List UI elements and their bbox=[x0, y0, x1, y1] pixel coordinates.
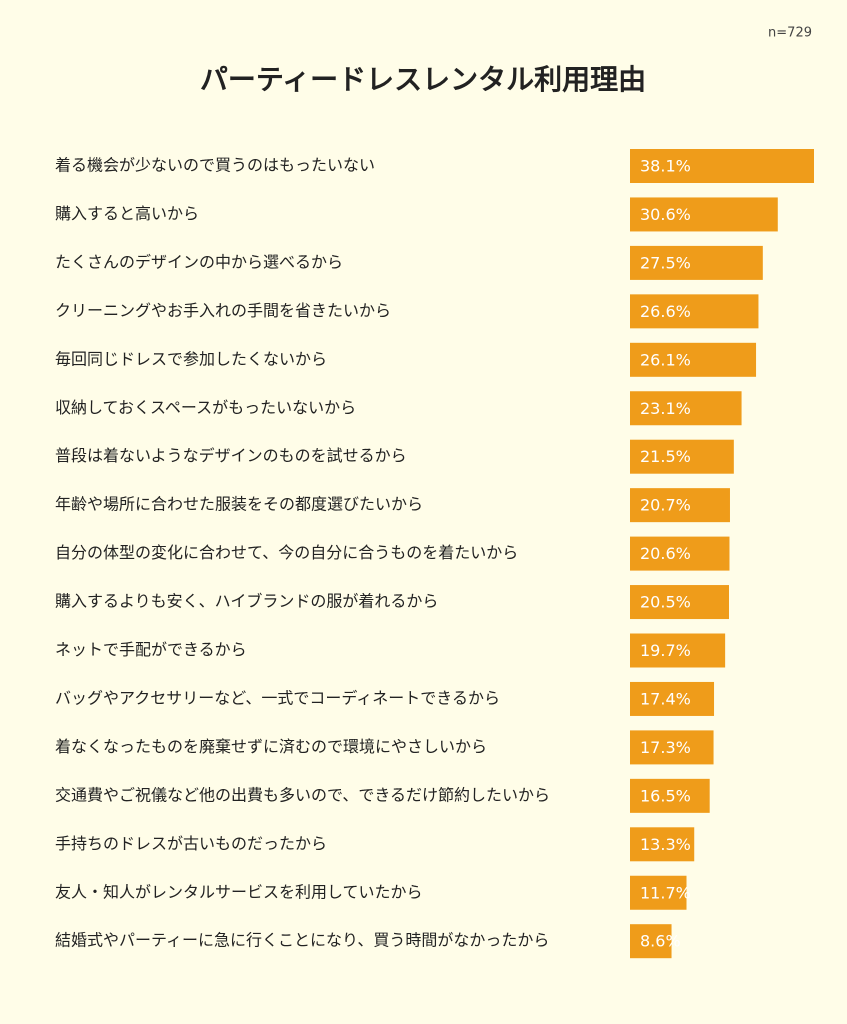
value-label: 8.6% bbox=[640, 932, 681, 951]
category-label: ネットで手配ができるから bbox=[55, 640, 247, 659]
value-label: 30.6% bbox=[640, 205, 691, 224]
value-label: 23.1% bbox=[640, 399, 691, 418]
value-label: 26.1% bbox=[640, 350, 691, 369]
category-label: 交通費やご祝儀など他の出費も多いので、できるだけ節約したいから bbox=[55, 785, 550, 804]
value-label: 27.5% bbox=[640, 253, 691, 272]
bar bbox=[630, 294, 759, 329]
bar bbox=[630, 391, 742, 426]
bar bbox=[630, 536, 730, 571]
value-label: 20.5% bbox=[640, 593, 691, 612]
value-label: 11.7% bbox=[640, 883, 691, 902]
chart-title: パーティードレスレンタル利用理由 bbox=[200, 63, 646, 96]
category-label: 手持ちのドレスが古いものだったから bbox=[55, 834, 327, 853]
bar bbox=[630, 342, 757, 377]
bar bbox=[630, 633, 726, 668]
bar bbox=[630, 875, 687, 910]
value-label: 13.3% bbox=[640, 835, 691, 854]
value-label: 26.6% bbox=[640, 302, 691, 321]
bar bbox=[630, 197, 778, 232]
category-label: たくさんのデザインの中から選べるから bbox=[55, 252, 343, 271]
category-label: 着なくなったものを廃棄せずに済むので環境にやさしいから bbox=[55, 737, 487, 756]
bar bbox=[630, 245, 763, 280]
category-label: 自分の体型の変化に合わせて、今の自分に合うものを着たいから bbox=[55, 543, 518, 562]
category-label: 友人・知人がレンタルサービスを利用していたから bbox=[55, 882, 423, 901]
value-label: 38.1% bbox=[640, 157, 691, 176]
bar bbox=[630, 827, 695, 862]
category-label: 収納しておくスペースがもったいないから bbox=[55, 398, 356, 417]
value-label: 16.5% bbox=[640, 786, 691, 805]
value-label: 20.7% bbox=[640, 496, 691, 515]
bar bbox=[630, 149, 814, 183]
category-label: 着る機会が少ないので買うのはもったいない bbox=[55, 156, 375, 175]
category-label: 結婚式やパーティーに急に行くことになり、買う時間がなかったから bbox=[55, 931, 549, 950]
category-label: 年齢や場所に合わせた服装をその都度選びたいから bbox=[55, 495, 423, 514]
value-label: 17.4% bbox=[640, 689, 691, 708]
category-label: 購入すると高いから bbox=[55, 204, 199, 223]
bar bbox=[630, 681, 715, 716]
category-label: 普段は着ないようなデザインのものを試せるから bbox=[55, 446, 407, 465]
value-label: 21.5% bbox=[640, 447, 691, 466]
bar bbox=[630, 439, 734, 474]
category-label: 毎回同じドレスで参加したくないから bbox=[55, 349, 327, 368]
bar bbox=[630, 778, 710, 813]
sample-size: n=729 bbox=[768, 26, 812, 41]
value-label: 19.7% bbox=[640, 641, 691, 660]
bar bbox=[630, 730, 714, 765]
category-label: 購入するよりも安く、ハイブランドの服が着れるから bbox=[55, 592, 438, 611]
category-label: クリーニングやお手入れの手間を省きたいから bbox=[55, 301, 391, 320]
value-label: 17.3% bbox=[640, 738, 691, 757]
value-label: 20.6% bbox=[640, 544, 691, 563]
category-label: バッグやアクセサリーなど、一式でコーディネートできるから bbox=[55, 688, 500, 707]
bar bbox=[630, 488, 730, 523]
bar bbox=[630, 585, 730, 620]
bar bbox=[630, 924, 672, 959]
